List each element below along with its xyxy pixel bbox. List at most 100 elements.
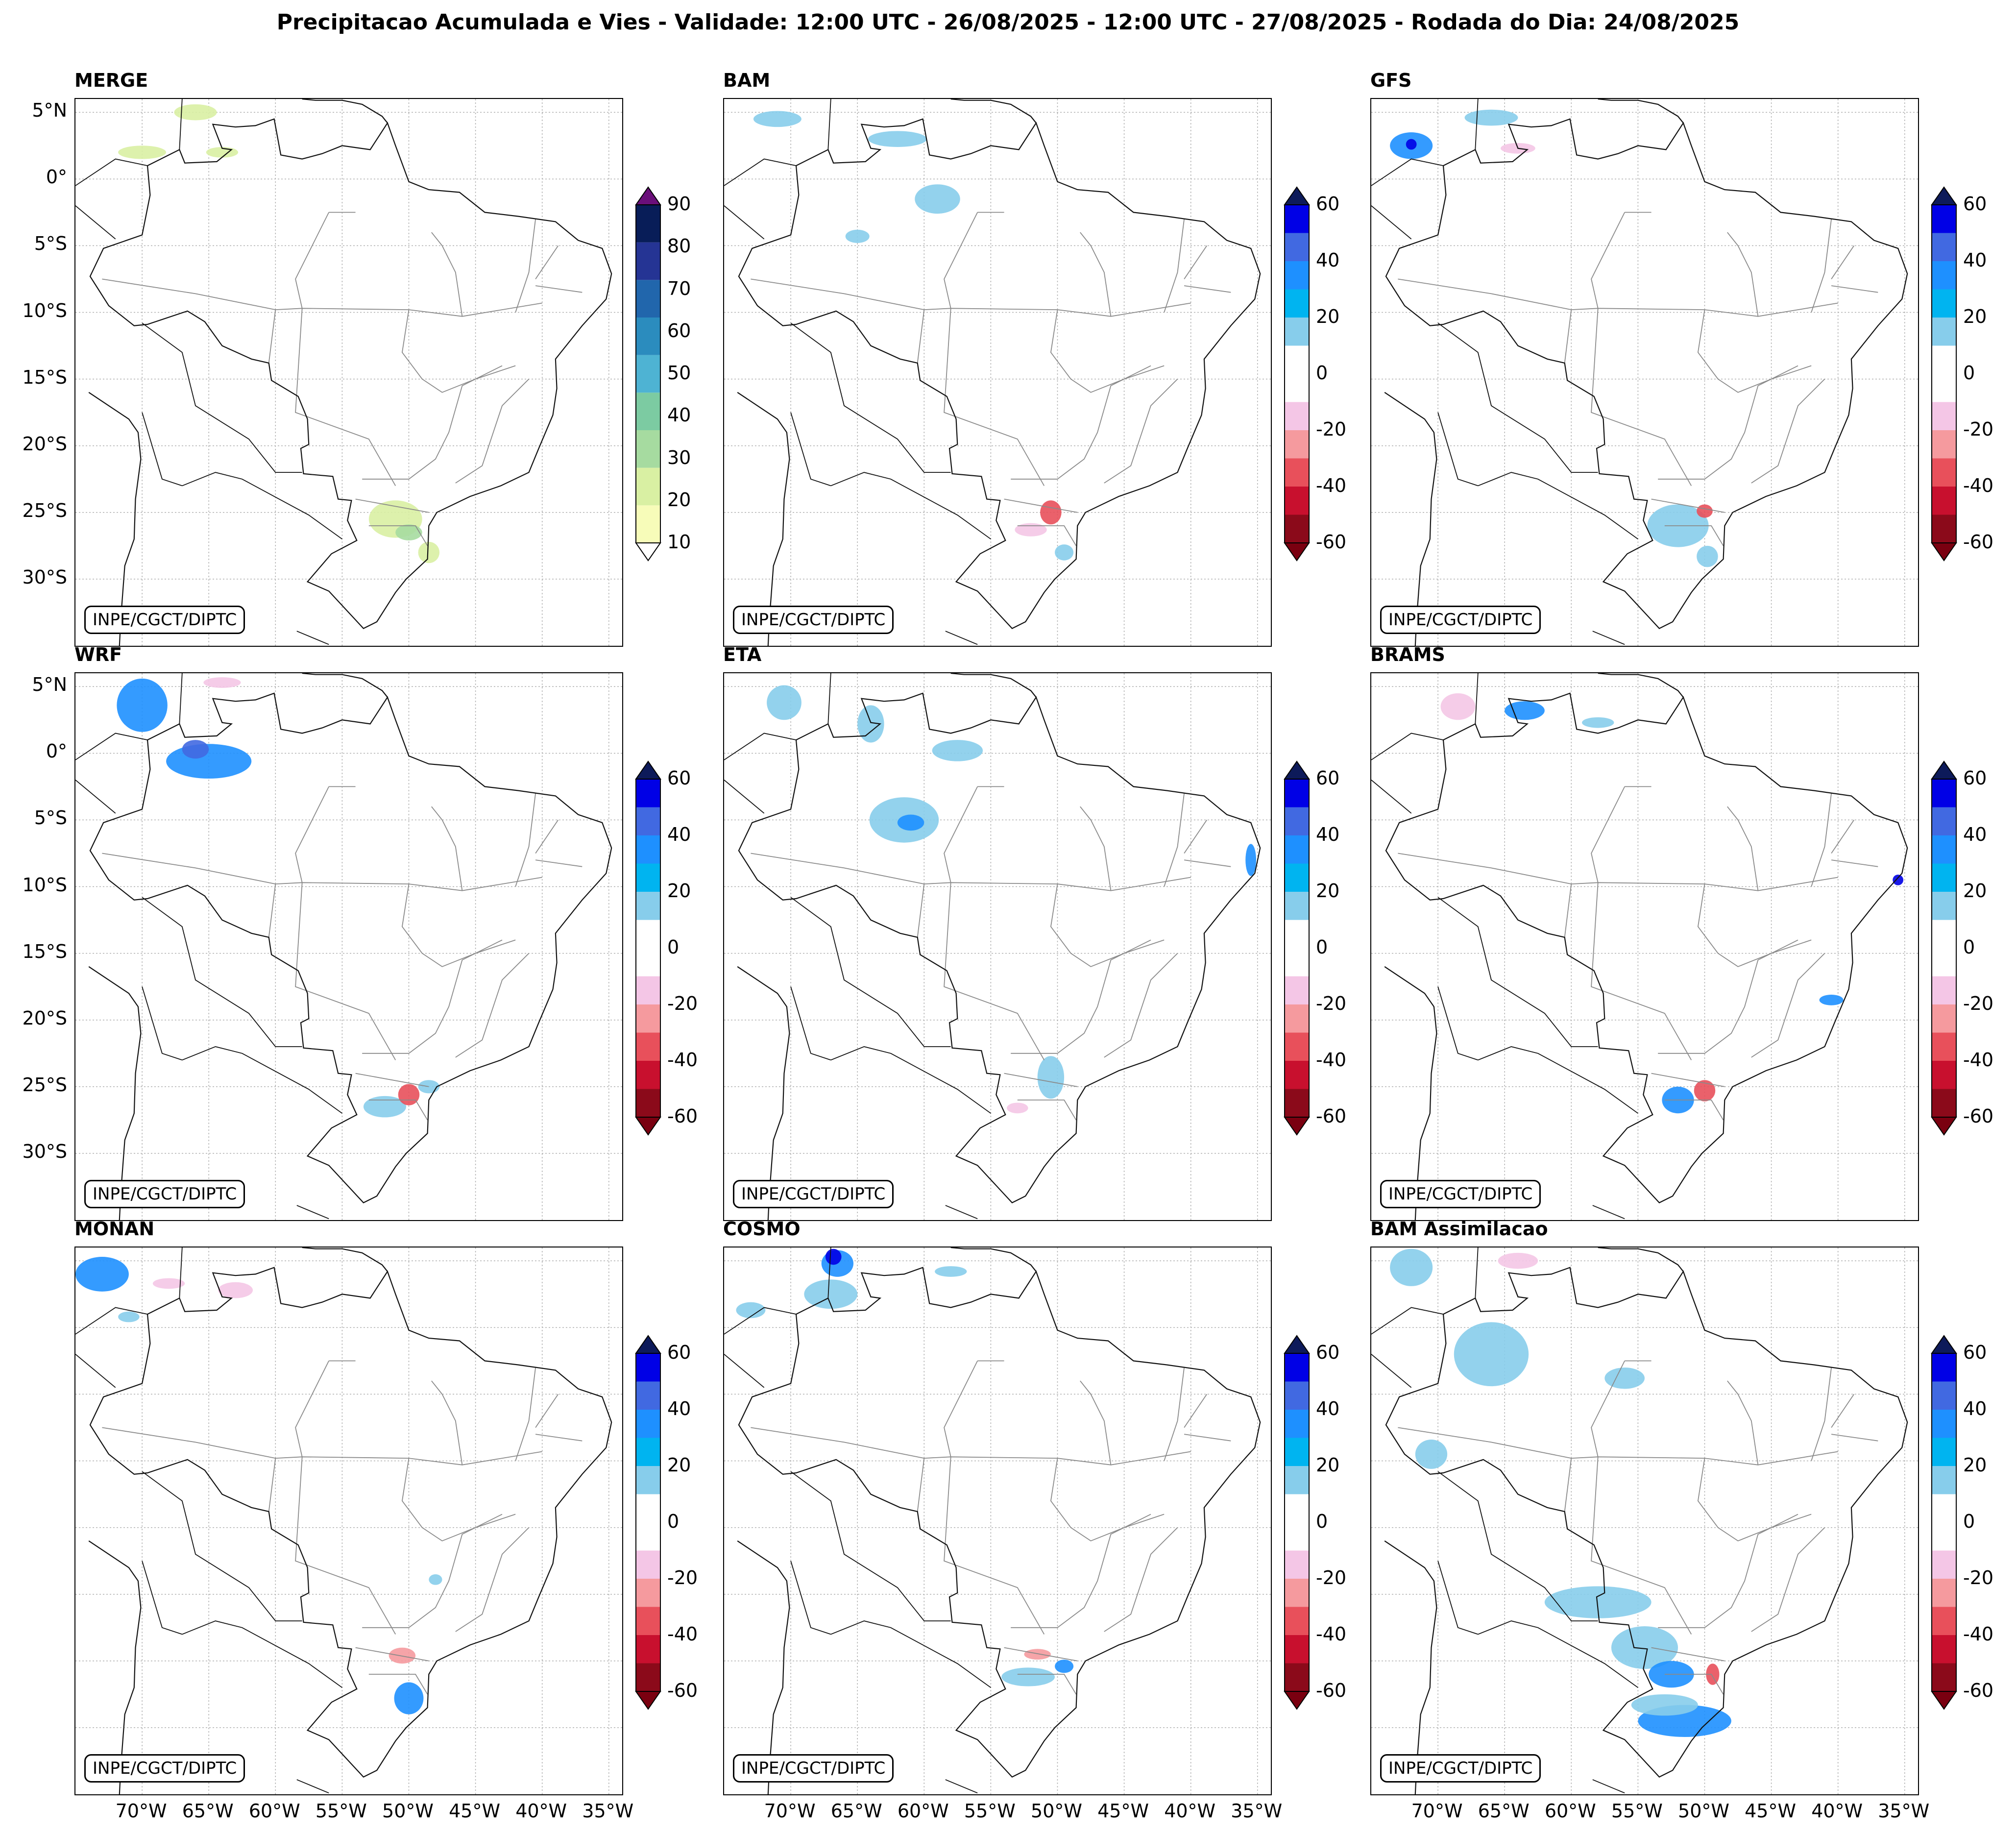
colorbar-segment (636, 205, 660, 243)
colorbar-tick-label: -40 (1316, 1623, 1347, 1645)
colorbar-tick-label: 20 (1316, 1454, 1340, 1476)
credit-label: INPE/CGCT/DIPTC (84, 1754, 245, 1783)
colorbar-tick-label: 90 (667, 193, 691, 215)
state-border (1831, 285, 1878, 293)
state-border (355, 1073, 429, 1087)
colorbar-segment (636, 920, 660, 948)
colorbar-segment (636, 392, 660, 430)
coastline (88, 966, 142, 1220)
state-border (751, 278, 1191, 317)
state-border (1727, 1380, 1759, 1465)
coastline (1598, 99, 1684, 123)
colorbar-segment (636, 1522, 660, 1551)
colorbar-segment (1285, 1550, 1309, 1579)
colorbar-segment (1932, 1663, 1956, 1691)
map-canvas (724, 673, 1271, 1220)
precip-feature (389, 1647, 416, 1664)
colorbar-segment (1285, 1089, 1309, 1117)
precip-feature (1464, 109, 1518, 126)
country-border (142, 986, 183, 1061)
country-border (1437, 986, 1479, 1061)
precip-feature (1055, 544, 1074, 561)
state-border (944, 882, 1045, 1060)
state-border (431, 806, 463, 891)
colorbar-tick-label: -20 (1316, 418, 1347, 440)
precip-feature (395, 524, 422, 540)
lat-tick-label: 10°S (22, 874, 67, 896)
lat-tick-label: 30°S (22, 566, 67, 588)
country-border (179, 673, 183, 724)
country-border (142, 322, 302, 473)
credit-label: INPE/CGCT/DIPTC (733, 1754, 894, 1783)
state-border (1080, 1380, 1112, 1465)
colorbar-over-arrow (1931, 760, 1957, 780)
state-border (455, 953, 530, 1058)
country-border (1371, 1307, 1444, 1335)
colorbar-graphic (635, 1335, 661, 1710)
lat-tick-label: 5°N (32, 99, 67, 122)
state-border (1831, 245, 1855, 280)
colorbar-segment (636, 807, 660, 835)
precip-feature (915, 184, 960, 214)
precip-feature (1544, 1586, 1652, 1618)
colorbar-tick-label: 20 (1963, 880, 1987, 902)
lon-tick-label: 60°W (897, 1800, 949, 1822)
colorbar-tick-label: -60 (1963, 1105, 1994, 1127)
colorbar-segment (1285, 1438, 1309, 1466)
colorbar-tick-label: -20 (667, 1567, 698, 1589)
state-border (1184, 1394, 1208, 1428)
lon-tick-label: 60°W (248, 1800, 300, 1822)
precip-feature (1440, 693, 1476, 720)
colorbar-tick-label: 0 (1963, 362, 1975, 384)
precip-feature (897, 814, 924, 831)
state-border (944, 212, 978, 309)
colorbar-tick-label: 0 (1316, 936, 1328, 958)
colorbar-segment (1932, 1032, 1956, 1061)
state-border (362, 365, 503, 480)
colorbar-segment (636, 1635, 660, 1663)
colorbar-over-arrow (635, 186, 661, 205)
precip-feature (1454, 1322, 1529, 1387)
country-border (1475, 1247, 1479, 1298)
country-border (296, 1205, 329, 1220)
colorbar-segment (1285, 1004, 1309, 1033)
state-border (917, 883, 925, 938)
precip-feature (932, 740, 983, 761)
state-border (431, 1380, 463, 1465)
map-area (723, 1247, 1272, 1795)
coastline (88, 1540, 142, 1794)
precip-feature (429, 1574, 442, 1585)
panel-title: COSMO (723, 1218, 801, 1240)
colorbar-segment (1932, 487, 1956, 515)
state-border (1658, 939, 1798, 1054)
colorbar-over-arrow (1931, 1335, 1957, 1354)
state-border (1564, 883, 1572, 938)
country-border (75, 158, 148, 186)
state-border (1080, 806, 1112, 891)
map-canvas (1371, 673, 1918, 1220)
state-border (1017, 525, 1077, 546)
state-border (295, 308, 396, 486)
colorbar-segment (1285, 458, 1309, 487)
precip-feature (1015, 523, 1047, 537)
precip-feature (1415, 1439, 1448, 1469)
colorbar-segment (1285, 976, 1309, 1004)
colorbar-under-arrow (1284, 1691, 1310, 1710)
state-border (535, 245, 559, 280)
state-border (1184, 1434, 1231, 1442)
colorbar-segment (636, 1410, 660, 1438)
precip-feature (118, 1311, 140, 1322)
map-canvas (724, 99, 1271, 646)
colorbar-segment (1285, 892, 1309, 920)
colorbar-segment (1932, 1635, 1956, 1663)
state-border (1727, 806, 1759, 891)
state-border (1398, 1427, 1838, 1466)
country-border (182, 472, 342, 539)
precip-feature (166, 744, 252, 779)
colorbar-segment (1932, 835, 1956, 864)
lat-tick-label: 25°S (22, 499, 67, 521)
country-border (1592, 1779, 1625, 1794)
brazil-border (1385, 1267, 1908, 1778)
panel-title: MONAN (74, 1218, 155, 1240)
state-border (295, 1360, 330, 1457)
